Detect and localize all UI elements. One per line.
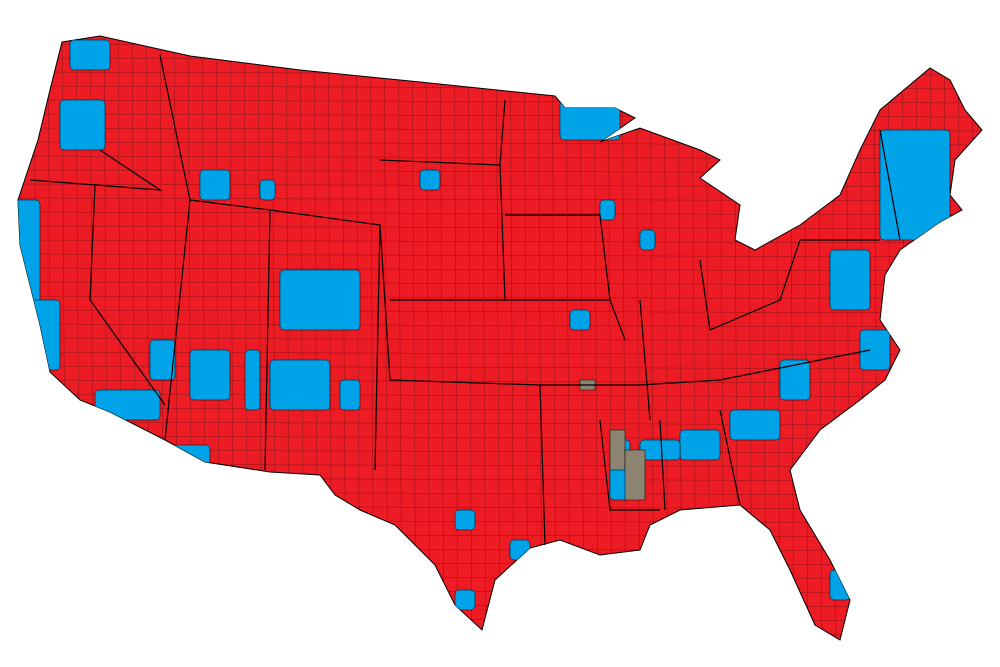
county-line (18, 379, 982, 384)
blue-county-cluster (639, 229, 656, 251)
blue-county-cluster (339, 379, 361, 411)
county-line (18, 281, 982, 286)
blue-county-cluster (859, 329, 891, 371)
county-line (18, 267, 982, 272)
blue-county-cluster (819, 469, 851, 491)
blue-county-cluster (149, 339, 176, 381)
county-line (18, 631, 982, 636)
county-line (18, 365, 982, 370)
blue-county-cluster (729, 409, 781, 441)
county-line (453, 36, 459, 640)
county-line (19, 36, 25, 640)
county-line (439, 36, 445, 640)
county-line (18, 253, 982, 258)
blue-county-cluster (559, 99, 621, 141)
blue-county-cluster (94, 389, 161, 421)
blue-county-cluster (189, 349, 231, 401)
blue-county-cluster (454, 509, 476, 531)
county-line (18, 337, 982, 342)
county-line (18, 211, 982, 216)
county-line (33, 36, 39, 640)
county-line (481, 36, 487, 640)
blue-county-cluster (29, 299, 61, 371)
blue-county-cluster (269, 359, 331, 411)
blue-county-cluster (639, 439, 681, 461)
county-line (18, 295, 982, 300)
blue-county-cluster (244, 349, 261, 411)
blue-county-cluster (829, 249, 871, 311)
blue-county-cluster (599, 199, 616, 221)
blue-county-cluster (69, 39, 111, 71)
blue-county-cluster (454, 589, 476, 611)
blue-county-cluster (199, 169, 231, 201)
county-line (467, 36, 473, 640)
blue-county-cluster (779, 359, 811, 401)
county-line (18, 309, 982, 314)
blue-county-cluster (829, 569, 851, 601)
blue-county-cluster (569, 309, 591, 331)
county-line (495, 36, 501, 640)
county-line (18, 351, 982, 356)
blue-county-cluster (509, 539, 531, 561)
state-borders (29, 54, 901, 546)
county-line (15, 30, 990, 33)
county-line (986, 30, 990, 650)
gray-county-cluster (609, 429, 626, 471)
county-line (18, 393, 982, 398)
blue-county-cluster (419, 169, 441, 191)
county-line (18, 43, 982, 48)
county-line (15, 646, 990, 649)
county-line (18, 575, 982, 580)
blue-county-cluster (259, 179, 276, 201)
county-line (425, 36, 431, 640)
blue-county-cluster (279, 269, 361, 331)
county-line (18, 407, 982, 412)
blue-county-cluster (329, 519, 351, 541)
gray-county-cluster (624, 449, 646, 501)
blue-county-cluster (18, 199, 41, 311)
blue-county-cluster (679, 429, 721, 461)
blue-county-cluster (59, 99, 106, 151)
